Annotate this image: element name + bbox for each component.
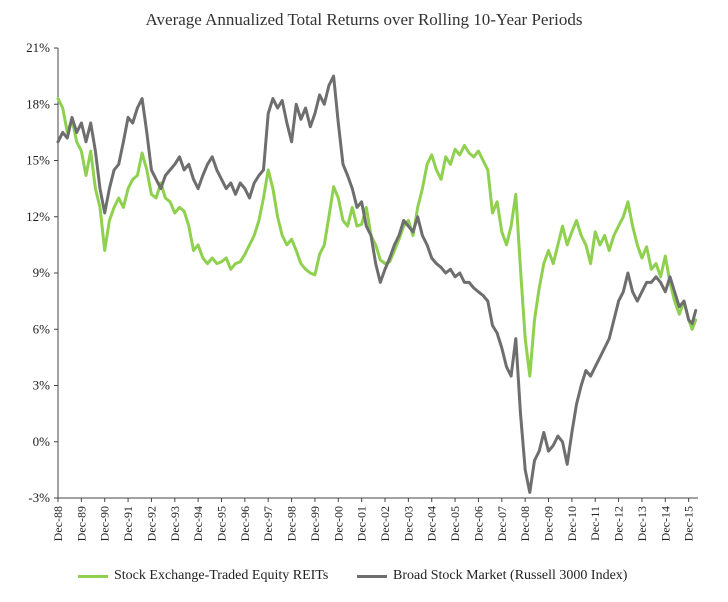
- y-tick-label: 9%: [33, 265, 51, 280]
- legend-label-russell: Broad Stock Market (Russell 3000 Index): [393, 568, 628, 583]
- legend-item-reits: Stock Exchange-Traded Equity REITs: [78, 568, 328, 584]
- legend-label-reits: Stock Exchange-Traded Equity REITs: [114, 568, 329, 583]
- chart-title: Average Annualized Total Returns over Ro…: [145, 10, 583, 29]
- y-tick-label: 6%: [33, 321, 51, 336]
- legend-swatch-russell: [357, 574, 387, 578]
- y-tick-label: 18%: [26, 96, 50, 111]
- x-tick-label: Dec-08: [518, 506, 532, 541]
- series-line-russell: [56, 74, 698, 494]
- y-axis: 21% 18% 15% 12% 9% 6% 3% 0% -3%: [26, 40, 59, 505]
- y-tick-label: 12%: [26, 209, 50, 224]
- x-tick-label: Dec-06: [471, 506, 485, 541]
- y-tick-label: 15%: [26, 153, 50, 168]
- x-tick-label: Dec-09: [542, 506, 556, 541]
- x-axis: Dec-88 Dec-89 Dec-90 Dec-91 Dec-92 Dec-93 Dec-…: [51, 497, 698, 541]
- x-tick-label: Dec-00: [331, 506, 345, 541]
- x-tick-label: Dec-91: [121, 506, 135, 541]
- x-tick-label: Dec-95: [215, 506, 229, 541]
- x-tick-label: Dec-04: [425, 506, 439, 541]
- y-tick-label: 0%: [33, 434, 51, 449]
- x-tick-label: Dec-14: [658, 506, 672, 541]
- x-tick-label: Dec-10: [565, 506, 579, 541]
- y-tick-label: -3%: [28, 490, 50, 505]
- x-tick-label: Dec-93: [168, 506, 182, 541]
- x-tick-label: Dec-12: [612, 506, 626, 541]
- x-tick-label: Dec-03: [401, 506, 415, 541]
- series-line-reits: [56, 97, 698, 378]
- x-tick-label: Dec-13: [635, 506, 649, 541]
- x-tick-label: Dec-92: [144, 506, 158, 541]
- series-lines: [56, 74, 698, 494]
- x-tick-label: Dec-94: [191, 506, 205, 541]
- x-tick-label: Dec-98: [285, 506, 299, 541]
- x-tick-label: Dec-97: [261, 506, 275, 541]
- legend-swatch-reits: [78, 574, 108, 578]
- x-tick-label: Dec-88: [51, 506, 65, 541]
- y-tick-label: 3%: [33, 378, 51, 393]
- x-tick-label: Dec-15: [682, 506, 696, 541]
- legend-item-russell: Broad Stock Market (Russell 3000 Index): [357, 568, 627, 584]
- y-tick-label: 21%: [26, 40, 50, 55]
- x-tick-label: Dec-11: [588, 506, 602, 541]
- x-tick-label: Dec-89: [74, 506, 88, 541]
- x-tick-label: Dec-01: [355, 506, 369, 541]
- x-tick-label: Dec-96: [238, 506, 252, 541]
- x-tick-label: Dec-99: [308, 506, 322, 541]
- x-tick-label: Dec-07: [495, 506, 509, 541]
- x-tick-label: Dec-90: [98, 506, 112, 541]
- x-tick-label: Dec-02: [378, 506, 392, 541]
- x-tick-label: Dec-05: [448, 506, 462, 541]
